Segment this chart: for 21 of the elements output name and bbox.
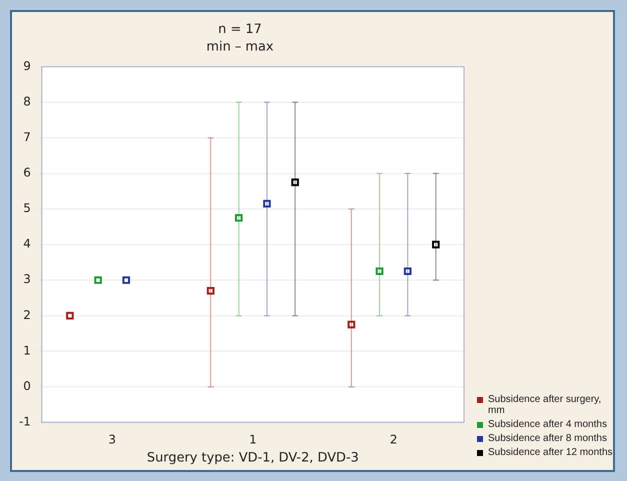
x-tick-label: 2 bbox=[390, 432, 398, 447]
y-tick-label: 7 bbox=[23, 130, 31, 144]
legend-label: Subsidence after 8 months bbox=[488, 433, 607, 444]
x-axis-title: Surgery type: VD-1, DV-2, DVD-3 bbox=[146, 450, 359, 466]
y-tick-label: 3 bbox=[23, 272, 31, 286]
y-tick-label: 4 bbox=[23, 236, 31, 251]
y-tick-label: 8 bbox=[23, 94, 31, 108]
legend-label: Subsidence after 12 months bbox=[488, 447, 613, 458]
y-tick-label: 9 bbox=[23, 58, 31, 73]
y-tick-label: -1 bbox=[18, 414, 31, 429]
y-tick-label: 5 bbox=[23, 201, 31, 216]
x-tick-label: 1 bbox=[249, 432, 257, 447]
legend-label: Subsidence after 4 months bbox=[488, 419, 607, 430]
y-tick-label: 2 bbox=[23, 308, 31, 322]
chart-subtitle: min – max bbox=[206, 39, 274, 54]
legend-label: Subsidence after surgery, mm bbox=[488, 394, 602, 416]
y-tick-label: 1 bbox=[23, 343, 31, 358]
chart-title: n = 17 bbox=[218, 22, 262, 37]
y-tick-label: 0 bbox=[23, 378, 31, 393]
y-tick-label: 6 bbox=[23, 166, 31, 180]
x-tick-label: 3 bbox=[108, 432, 116, 447]
